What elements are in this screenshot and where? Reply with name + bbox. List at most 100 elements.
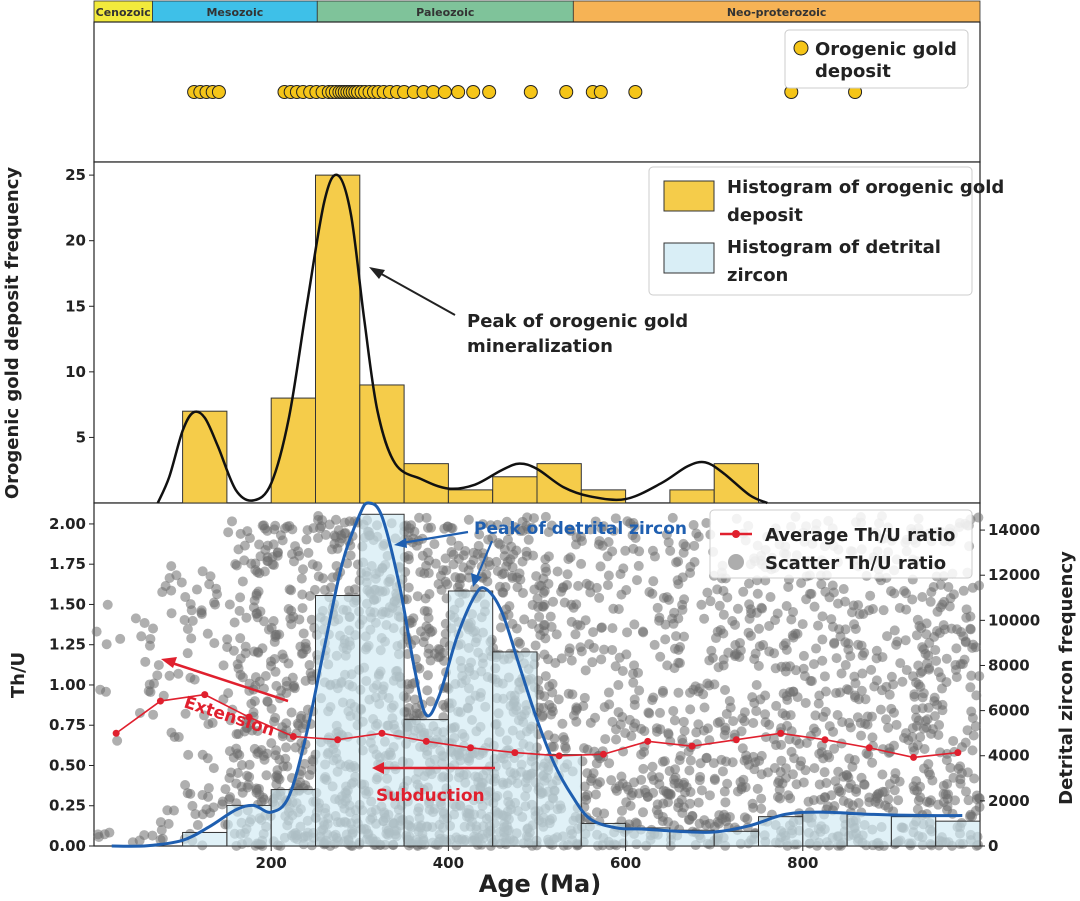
thu-scatter-point — [279, 523, 290, 534]
thu-scatter-point — [423, 568, 434, 579]
thu-scatter-point — [723, 647, 734, 658]
thu-scatter-point — [937, 699, 948, 710]
thu-scatter-point — [764, 646, 775, 657]
thu-scatter-point — [602, 580, 613, 591]
thu-scatter-point — [974, 580, 985, 591]
thu-scatter-point — [587, 657, 598, 668]
thu-scatter-point — [722, 778, 733, 789]
zircon-bar — [935, 820, 981, 847]
thu-scatter-point — [901, 665, 912, 676]
thu-scatter-point — [969, 773, 980, 784]
gold-legend-box — [648, 166, 973, 296]
thu-scatter-point — [688, 519, 699, 530]
thu-scatter-point — [942, 778, 953, 789]
thu-scatter-point — [403, 582, 414, 593]
thu-scatter-point — [537, 711, 548, 722]
thu-scatter-point — [880, 800, 891, 811]
thu-scatter-point — [148, 623, 159, 634]
thu-scatter-point — [720, 797, 731, 808]
thu-average-point — [821, 736, 829, 744]
thu-scatter-point — [903, 735, 914, 746]
thu-scatter-point — [616, 805, 627, 816]
thu-scatter-point — [196, 605, 207, 616]
thu-scatter-point — [871, 645, 882, 656]
thu-scatter-point — [540, 633, 551, 644]
thu-scatter-point — [909, 691, 920, 702]
thu-scatter-point — [965, 811, 976, 822]
thu-scatter-point — [917, 591, 928, 602]
thu-scatter-point — [607, 623, 618, 634]
thu-scatter-point — [294, 614, 305, 625]
thu-scatter-point — [945, 762, 956, 773]
thu-scatter-point — [95, 684, 106, 695]
thu-scatter-point — [156, 825, 167, 836]
thu-scatter-point — [882, 631, 893, 642]
thu-scatter-point — [942, 793, 953, 804]
thu-scatter-point — [303, 547, 314, 558]
thu-scatter-point — [671, 631, 682, 642]
thu-average-line — [115, 693, 958, 759]
thu-scatter-point — [538, 601, 549, 612]
thu-scatter-point — [750, 648, 761, 659]
thu-scatter-point — [411, 708, 422, 719]
thu-scatter-point — [465, 559, 476, 570]
thu-scatter-point — [743, 578, 754, 589]
thu-scatter-point — [831, 653, 842, 664]
thu-scatter-point — [704, 655, 715, 666]
thu-scatter-point — [685, 798, 696, 809]
thu-scatter-point — [590, 516, 601, 527]
thu-scatter-point — [530, 640, 541, 651]
thu-scatter-point — [622, 627, 633, 638]
thu-scatter-point — [171, 570, 182, 581]
zircon-kde-curve — [111, 501, 963, 848]
thu-scatter-point — [817, 655, 828, 666]
thu-scatter-point — [621, 649, 632, 660]
gold-y-tick-label: 5 — [76, 428, 86, 446]
thu-scatter-point — [152, 670, 163, 681]
thu-scatter-point — [543, 527, 554, 538]
thu-scatter-point — [925, 769, 936, 780]
frequency-y-tick-label: 14000 — [988, 521, 1040, 539]
thu-scatter-point — [639, 784, 650, 795]
thu-scatter-point — [900, 588, 911, 599]
thu-scatter-point — [130, 613, 141, 624]
thu-y-tick-label: 0.75 — [49, 716, 86, 734]
thu-scatter-point — [540, 511, 551, 522]
gold-bar — [669, 489, 715, 504]
thu-scatter-point — [814, 748, 825, 759]
thu-scatter-point — [603, 570, 614, 581]
thu-scatter-point — [534, 611, 545, 622]
thu-scatter-point — [704, 790, 715, 801]
thu-scatter-point — [203, 791, 214, 802]
thu-scatter-point — [820, 686, 831, 697]
thu-scatter-point — [667, 512, 678, 523]
thu-scatter-point — [829, 743, 840, 754]
thu-scatter-point — [701, 517, 712, 528]
thu-scatter-point — [907, 594, 918, 605]
thu-scatter-point — [970, 721, 981, 732]
thu-y-tick-label: 0.00 — [49, 837, 86, 855]
thu-scatter-point — [191, 584, 202, 595]
thu-scatter-point — [655, 651, 666, 662]
thu-scatter-point — [941, 755, 952, 766]
thu-y-tick-label: 1.25 — [49, 636, 86, 654]
thu-scatter-point — [809, 763, 820, 774]
thu-scatter-point — [778, 688, 789, 699]
extension-arrow-line — [171, 661, 289, 703]
thu-scatter-point — [409, 694, 420, 705]
thu-scatter-point — [869, 681, 880, 692]
thu-average-point — [865, 744, 873, 752]
thu-scatter-point — [753, 660, 764, 671]
thu-scatter-point — [951, 643, 962, 654]
thu-scatter-point — [732, 603, 743, 614]
thu-scatter-point — [668, 774, 679, 785]
gold-bar — [359, 384, 405, 504]
thu-scatter-point — [658, 798, 669, 809]
thu-scatter-point — [312, 561, 323, 572]
gold-peak-arrow-line — [375, 270, 456, 316]
thu-scatter-point — [580, 665, 591, 676]
thu-scatter-point — [231, 560, 242, 571]
thu-scatter-point — [539, 691, 550, 702]
thu-scatter-point — [281, 742, 292, 753]
thu-scatter-point — [332, 543, 343, 554]
